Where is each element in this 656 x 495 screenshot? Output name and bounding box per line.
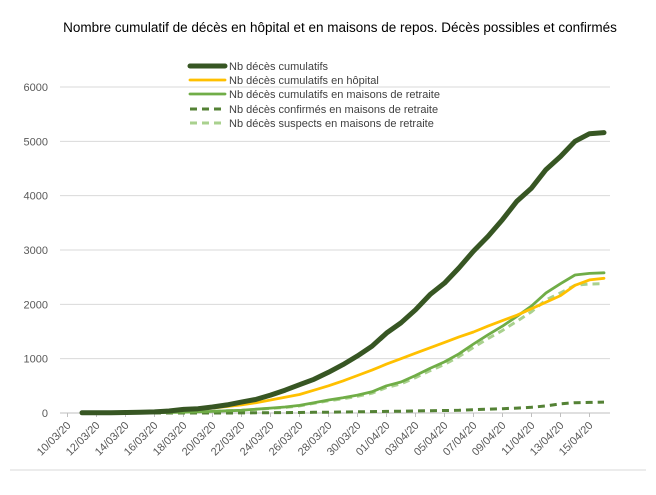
legend-label: Nb décès cumulatifs en hôpital xyxy=(229,75,379,87)
y-tick-label: 3000 xyxy=(24,245,48,257)
series-lines xyxy=(79,130,607,416)
y-tick-label: 2000 xyxy=(24,299,48,311)
y-tick-label: 1000 xyxy=(24,354,48,366)
legend-label: Nb décès cumulatifs en maisons de retrai… xyxy=(229,89,440,101)
legend-label: Nb décès cumulatifs xyxy=(229,61,329,73)
chart-title: Nombre cumulatif de décès en hôpital et … xyxy=(63,20,617,35)
legend-label: Nb décès confirmés en maisons de retrait… xyxy=(229,104,438,116)
y-tick-label: 5000 xyxy=(24,136,48,148)
series-line-0 xyxy=(79,130,607,416)
y-tick-label: 0 xyxy=(42,408,48,420)
y-tick-label: 4000 xyxy=(24,191,48,203)
y-axis-ticks: 0 1000 2000 3000 4000 5000 6000 xyxy=(24,82,48,420)
y-tick-label: 6000 xyxy=(24,82,48,94)
legend-label: Nb décès suspects en maisons de retraite xyxy=(229,118,434,130)
legend: Nb décès cumulatifs Nb décès cumulatifs e… xyxy=(187,61,440,130)
